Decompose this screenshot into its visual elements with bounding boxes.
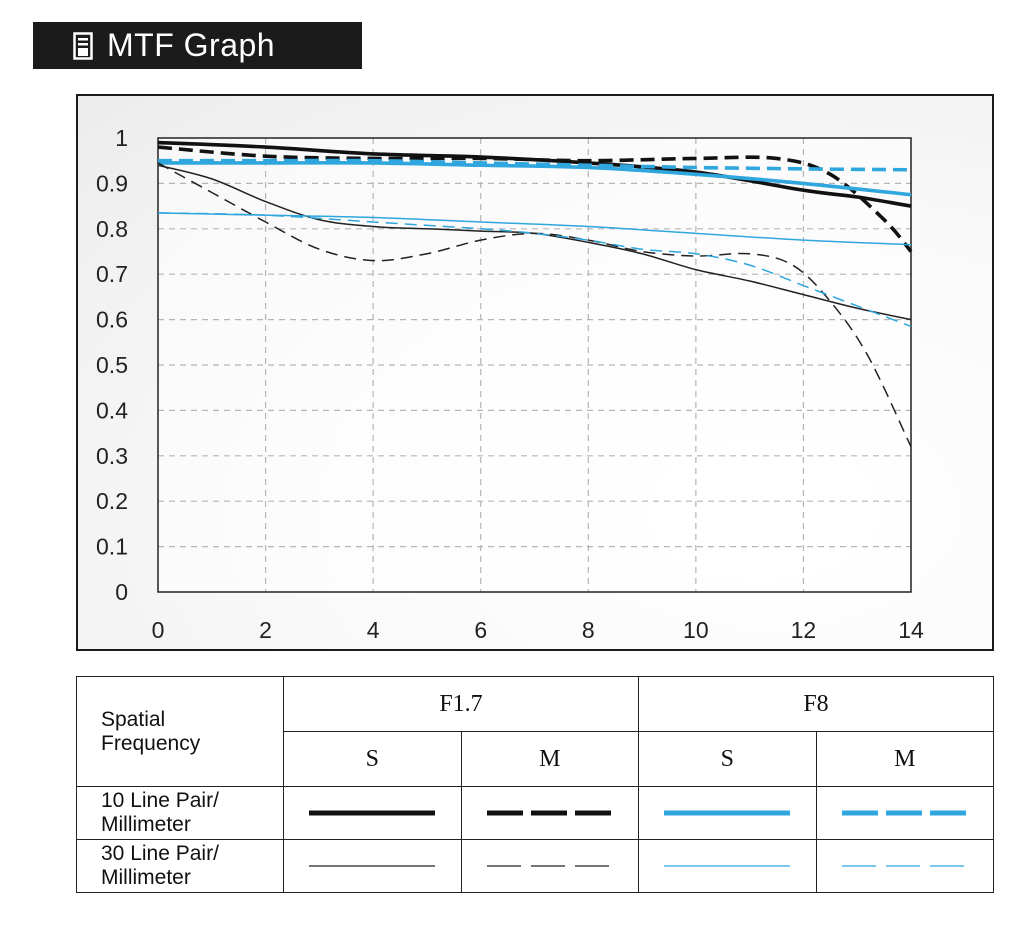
y-tick-label: 0.7 bbox=[96, 261, 128, 287]
x-tick-label: 0 bbox=[152, 617, 165, 643]
row-30lp-label: 30 Line Pair/ Millimeter bbox=[76, 839, 284, 893]
plot-border bbox=[157, 137, 912, 593]
f17-m-header: M bbox=[460, 731, 639, 787]
y-tick-label: 0.5 bbox=[96, 352, 128, 378]
sample-f17-s-30 bbox=[283, 839, 462, 893]
series-line-5 bbox=[157, 162, 912, 448]
aperture-f8-header: F8 bbox=[638, 676, 994, 732]
x-tick-label: 14 bbox=[898, 617, 924, 643]
sample-f8-m-10 bbox=[815, 786, 994, 840]
sample-f17-s-10 bbox=[283, 786, 462, 840]
sample-f17-m-30 bbox=[460, 839, 639, 893]
y-tick-label: 1 bbox=[115, 125, 128, 151]
row-10lp-line2: Millimeter bbox=[101, 813, 191, 836]
y-tick-label: 0.1 bbox=[96, 534, 128, 560]
mtf-chart: 00.10.20.30.40.50.60.70.80.910 2 4 6 8 10 12 14 bbox=[96, 125, 924, 643]
y-tick-label: 0.8 bbox=[96, 216, 128, 242]
row-30lp-line1: 30 Line Pair/ bbox=[101, 842, 219, 865]
sample-f8-m-30 bbox=[815, 839, 994, 893]
title-bar: MTF Graph bbox=[33, 22, 362, 69]
y-tick-label: 0.9 bbox=[96, 170, 128, 196]
x-tick-label: 2 bbox=[259, 617, 272, 643]
y-tick-label: 0.4 bbox=[96, 397, 128, 423]
sample-f8-s-30 bbox=[638, 839, 817, 893]
spatial-label-line1: Spatial bbox=[101, 707, 166, 731]
mtf-chart-frame: 0 0.1 0.2 0.3 0.4 0.5 0.6 0.7 0.8 0.9 1 0 2 4 6 8 10 12 14 bbox=[76, 94, 994, 651]
aperture-f17-header: F1.7 bbox=[283, 676, 639, 732]
legend-table: Spatial Frequency F1.7 F8 S M S M 10 Lin… bbox=[76, 676, 994, 893]
document-icon bbox=[73, 31, 93, 60]
f8-s-header: S bbox=[638, 731, 817, 787]
series-line-7 bbox=[157, 212, 912, 328]
spatial-frequency-label: Spatial Frequency bbox=[76, 676, 284, 787]
y-tick-label: 0 bbox=[115, 579, 128, 605]
row-30lp-line2: Millimeter bbox=[101, 866, 191, 889]
sample-f17-m-10 bbox=[460, 786, 639, 840]
x-tick-label: 10 bbox=[683, 617, 709, 643]
page-title: MTF Graph bbox=[107, 27, 276, 63]
x-tick-label: 8 bbox=[582, 617, 595, 643]
row-10lp-line1: 10 Line Pair/ bbox=[101, 789, 219, 812]
series-line-2 bbox=[157, 161, 912, 197]
f17-s-header: S bbox=[283, 731, 462, 787]
spatial-label-line2: Frequency bbox=[101, 731, 201, 755]
y-tick-label: 0.3 bbox=[96, 443, 128, 469]
sample-f8-s-10 bbox=[638, 786, 817, 840]
x-tick-label: 4 bbox=[367, 617, 380, 643]
y-tick-label: 0.2 bbox=[96, 488, 128, 514]
row-10lp-label: 10 Line Pair/ Millimeter bbox=[76, 786, 284, 840]
y-tick-label: 0.6 bbox=[96, 307, 128, 333]
x-tick-label: 12 bbox=[791, 617, 817, 643]
x-tick-label: 6 bbox=[474, 617, 487, 643]
f8-m-header: M bbox=[815, 731, 994, 787]
series-line-3 bbox=[157, 158, 912, 172]
